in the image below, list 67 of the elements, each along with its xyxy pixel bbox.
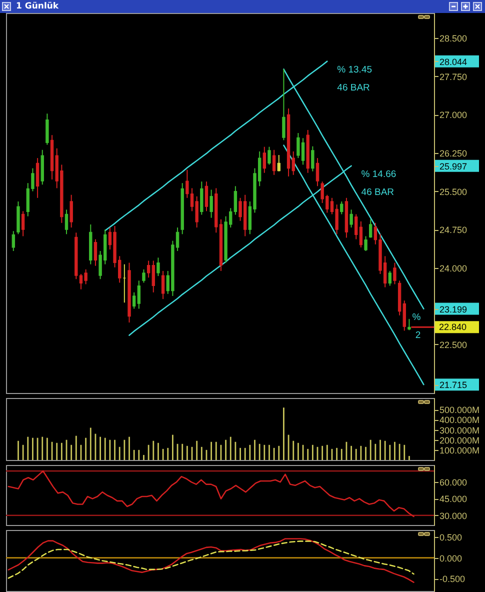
y-tick-label: 0.500 [440,532,462,543]
candlestick [277,154,280,172]
candlestick [200,181,204,216]
candlestick [311,146,314,172]
y-tick-label: 21.715 [440,380,468,390]
candlestick [272,149,276,176]
candlestick [364,236,368,252]
candlestick [70,194,73,228]
y-tick-label: 25.500 [440,186,468,197]
candlestick [262,146,266,174]
y-tick-label: 26.250 [440,148,468,158]
y-tick-label: 28.044 [440,56,468,67]
line-series [8,470,414,518]
y-tick-label: 24.000 [440,263,468,274]
text: 22.840 [439,322,467,332]
y-tick-label: 45.000 [440,494,468,504]
y-tick-label: -0.500 [440,574,466,584]
y-tick-label: 30.000 [440,510,468,521]
candlestick [350,209,353,228]
candlestick [368,218,372,238]
series-label: % 14.66 [361,168,396,180]
y-tick-label: 24.750 [440,225,468,236]
candlestick [402,300,406,332]
candlestick [21,210,25,237]
candlestick [210,189,213,218]
y-tick-label: 60.000 [440,478,468,488]
annotation: 2 [415,330,421,341]
candlestick [132,292,136,310]
annotation: 46 BAR [337,82,370,94]
candlestick [146,260,150,278]
candlestick [12,230,16,252]
candlestick [340,200,344,215]
y-tick-label: 400.000M [440,415,480,426]
candlestick [393,262,396,285]
y-tick-label: 0.000 [440,553,462,564]
candlestick [204,181,208,212]
candlestick [46,113,49,146]
y-tick-label: 27.000 [440,110,468,120]
y-tick-label: 22.500 [440,340,468,350]
candlestick [388,270,392,286]
candlestick [282,68,286,141]
candlestick [156,257,160,277]
series-label: % [412,312,422,323]
candlestick [234,186,238,216]
candlestick [94,238,98,266]
candlestick [359,220,363,248]
y-tick-label: 28.500 [440,34,468,44]
candlestick [36,158,40,198]
chart-title: 1 Günlük [16,2,59,12]
series-label: % 13.45 [337,64,372,76]
candlestick [316,158,320,187]
candlestick [142,268,146,284]
candlestick [64,209,68,235]
y-tick-label: 23.199 [440,304,468,314]
candlestick [152,260,155,293]
candlestick [268,146,271,166]
y-tick-label: 27.750 [440,72,468,82]
candlestick [354,214,358,240]
y-tick-label: 100.000M [440,445,480,456]
y-tick-label: 25.997 [440,161,468,172]
annotation: 46 BAR [361,186,394,198]
y-tick-label: 200.000M [440,435,480,446]
y-tick-label: 500.000M [440,405,480,416]
candlestick [161,270,165,300]
candlestick [137,280,141,310]
candlestick [408,318,411,331]
y-tick-label: 300.000M [440,425,480,436]
